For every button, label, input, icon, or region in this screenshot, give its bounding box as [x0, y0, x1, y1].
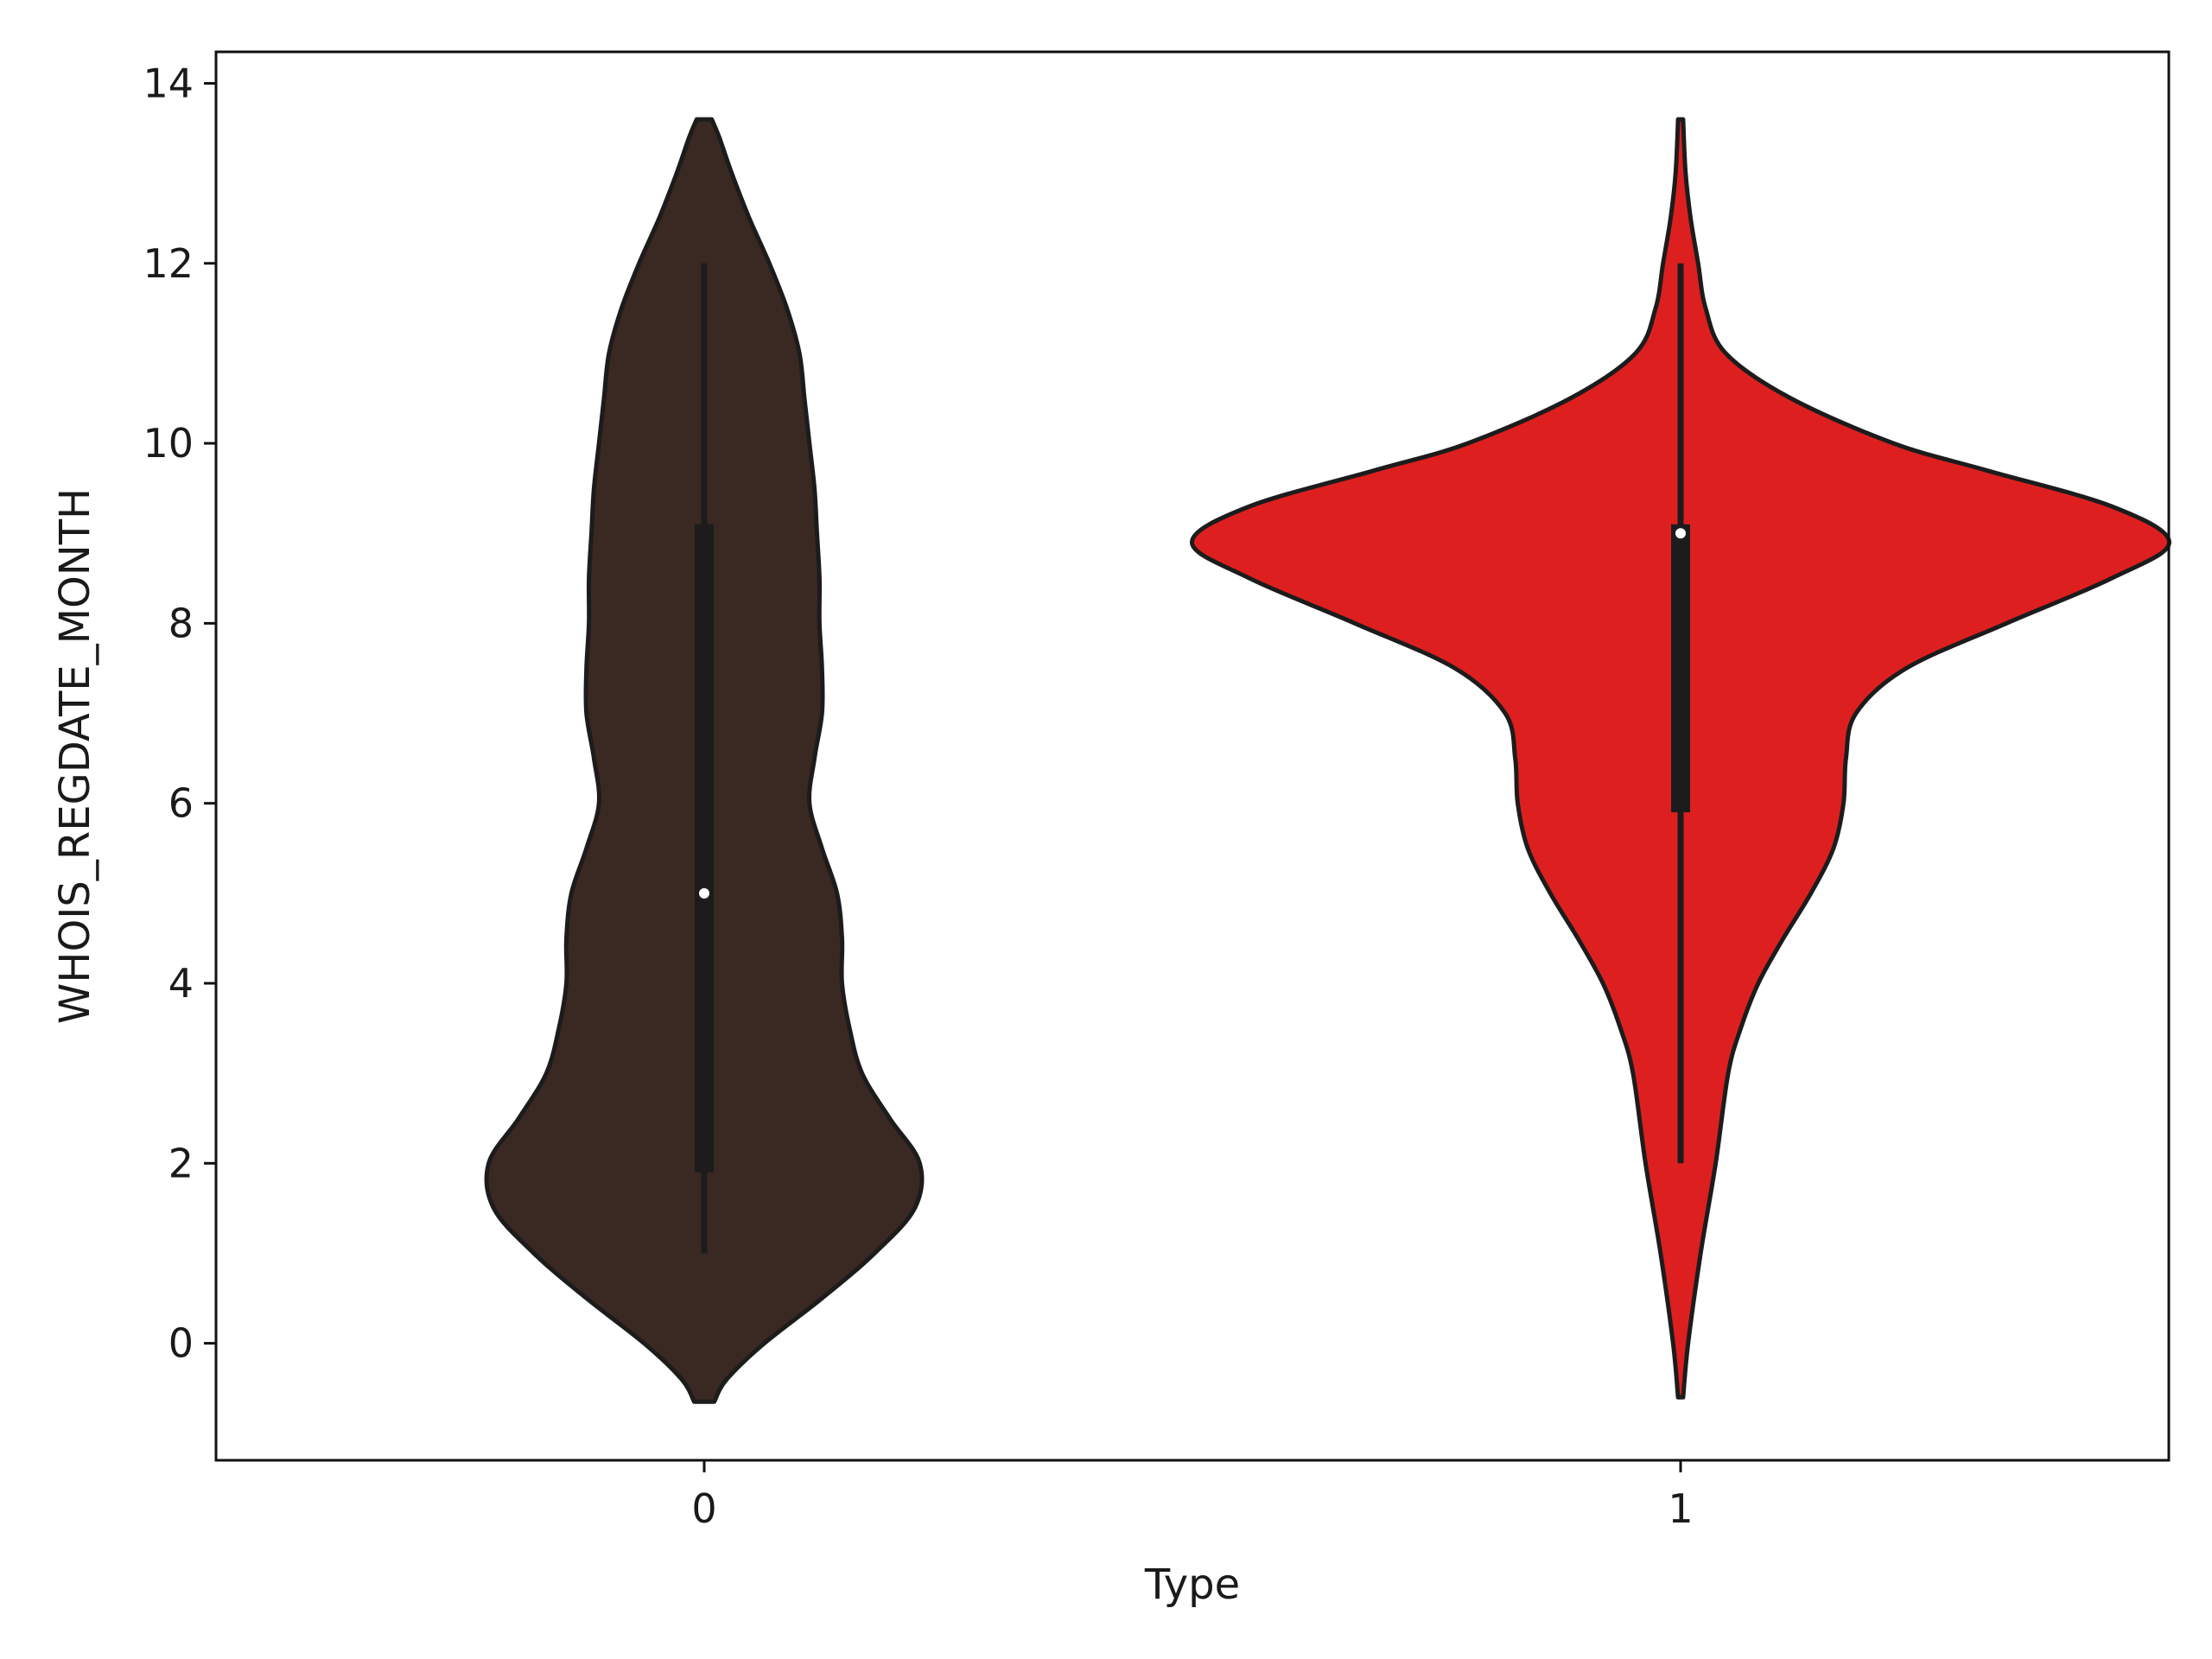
x-axis-label: Type [1144, 1560, 1240, 1609]
x-tick-label: 0 [691, 1485, 716, 1532]
violin-1 [1190, 117, 2171, 1400]
x-tick-label: 1 [1668, 1485, 1693, 1532]
y-tick-label: 10 [143, 420, 194, 467]
violin-iqr-box [695, 524, 714, 1173]
y-tick-label: 6 [168, 780, 194, 827]
y-axis-label: WHOIS_REGDATE_MONTH [51, 488, 99, 1024]
violin-iqr-box [1671, 524, 1690, 813]
y-tick-label: 8 [168, 600, 194, 646]
y-tick-label: 12 [143, 240, 194, 287]
violin-layer [484, 117, 2171, 1404]
y-tick-label: 14 [143, 60, 194, 106]
violin-median-dot [699, 887, 709, 899]
plot-frame [214, 50, 2171, 1462]
y-tick-label: 2 [168, 1140, 194, 1186]
y-tick-label: 4 [168, 960, 194, 1007]
y-axis: 0 2 4 6 8 10 12 14 [143, 60, 216, 1367]
y-tick-label: 0 [168, 1320, 194, 1367]
violin-0 [484, 117, 925, 1404]
violin-median-dot [1675, 528, 1686, 539]
